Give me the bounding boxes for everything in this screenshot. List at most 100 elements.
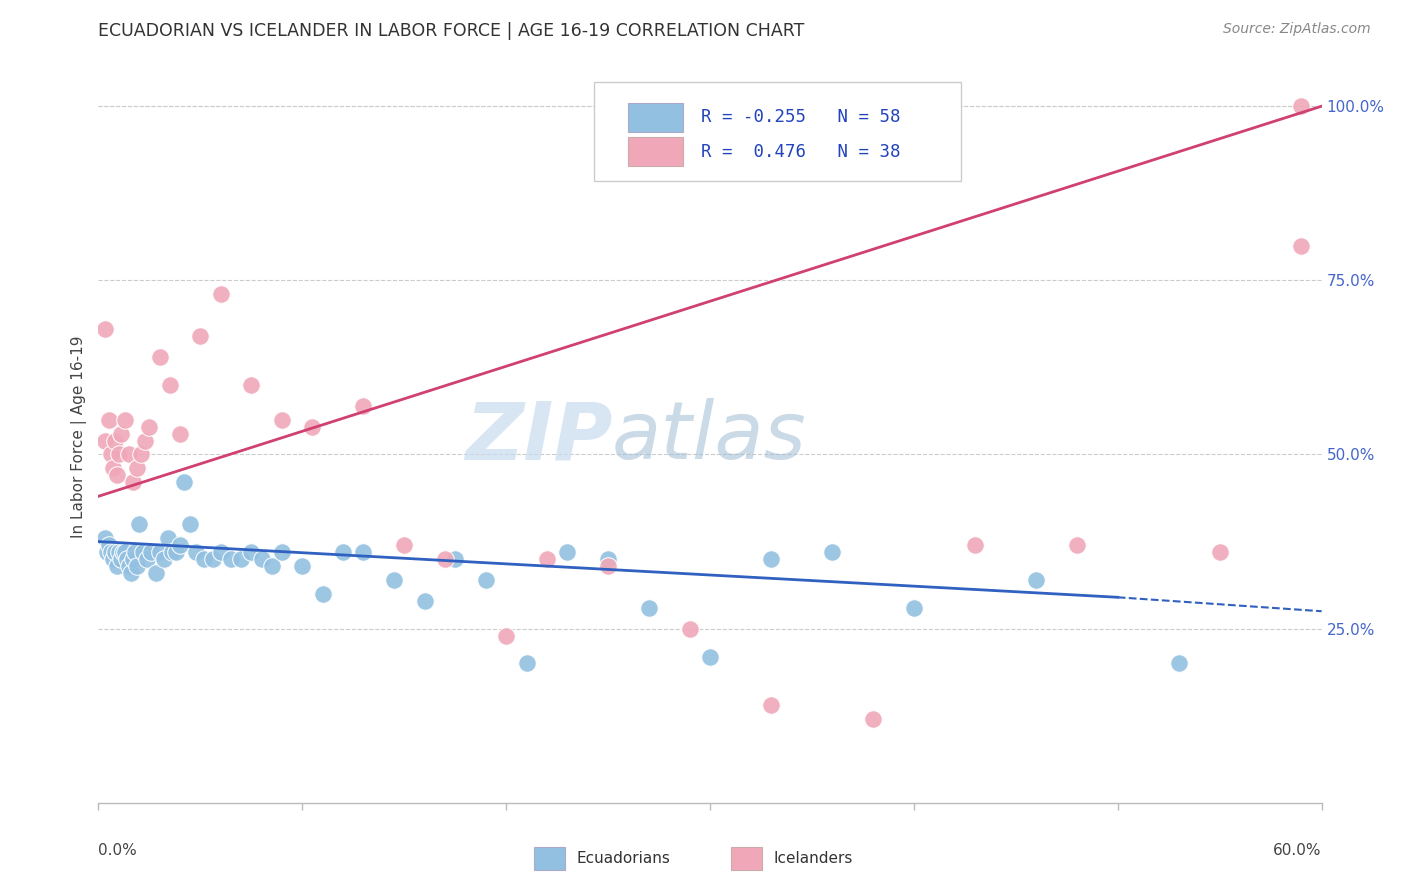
Point: [821, 545, 844, 559]
Point: [128, 517, 150, 532]
FancyBboxPatch shape: [628, 137, 683, 167]
Text: R = -0.255   N = 58: R = -0.255 N = 58: [702, 109, 901, 127]
Point: [122, 475, 145, 490]
Point: [173, 475, 195, 490]
Text: Icelanders: Icelanders: [773, 851, 852, 866]
Point: [474, 573, 498, 587]
Point: [108, 448, 131, 462]
Text: R =  0.476   N = 38: R = 0.476 N = 38: [702, 143, 901, 161]
Point: [97, 412, 120, 426]
Point: [392, 538, 416, 552]
Point: [240, 545, 263, 559]
Point: [165, 545, 187, 559]
Point: [301, 419, 323, 434]
Point: [114, 545, 136, 559]
Point: [118, 448, 141, 462]
Point: [862, 712, 884, 726]
Point: [160, 545, 183, 559]
Point: [134, 434, 156, 448]
Point: [124, 545, 146, 559]
Point: [219, 552, 242, 566]
Point: [104, 434, 127, 448]
Point: [93, 531, 115, 545]
Point: [149, 545, 172, 559]
Point: [260, 558, 283, 573]
Point: [110, 426, 132, 441]
Point: [903, 600, 925, 615]
Point: [104, 545, 127, 559]
Point: [1066, 538, 1088, 552]
Point: [193, 552, 215, 566]
Point: [598, 558, 620, 573]
Point: [413, 594, 436, 608]
Point: [186, 545, 208, 559]
Point: [100, 448, 122, 462]
Text: 60.0%: 60.0%: [1274, 843, 1322, 858]
Point: [1025, 573, 1047, 587]
Point: [115, 552, 138, 566]
Point: [557, 545, 579, 559]
Point: [1291, 99, 1313, 113]
Point: [105, 468, 128, 483]
Point: [1167, 657, 1189, 671]
Point: [110, 552, 132, 566]
Point: [201, 552, 224, 566]
Y-axis label: In Labor Force | Age 16-19: In Labor Force | Age 16-19: [72, 335, 87, 539]
Point: [679, 622, 702, 636]
FancyBboxPatch shape: [593, 82, 960, 181]
Point: [169, 426, 191, 441]
Point: [516, 657, 538, 671]
Point: [127, 558, 149, 573]
Point: [149, 350, 172, 364]
Point: [444, 552, 467, 566]
Point: [291, 558, 314, 573]
Text: Source: ZipAtlas.com: Source: ZipAtlas.com: [1223, 22, 1371, 37]
Point: [332, 545, 354, 559]
Point: [156, 531, 179, 545]
Point: [231, 552, 253, 566]
Point: [101, 552, 124, 566]
Point: [120, 566, 142, 580]
Point: [240, 377, 263, 392]
Point: [101, 461, 124, 475]
Point: [169, 538, 191, 552]
Point: [312, 587, 335, 601]
Point: [138, 419, 160, 434]
Point: [434, 552, 457, 566]
Point: [382, 573, 405, 587]
Point: [188, 329, 212, 343]
Text: ECUADORIAN VS ICELANDER IN LABOR FORCE | AGE 16-19 CORRELATION CHART: ECUADORIAN VS ICELANDER IN LABOR FORCE |…: [98, 22, 804, 40]
Point: [108, 545, 131, 559]
Text: 0.0%: 0.0%: [98, 843, 138, 858]
Point: [118, 558, 141, 573]
Point: [136, 552, 159, 566]
Point: [179, 517, 201, 532]
Point: [111, 545, 134, 559]
Point: [122, 552, 145, 566]
Point: [97, 538, 120, 552]
Point: [761, 698, 783, 713]
Point: [141, 545, 163, 559]
Point: [270, 412, 294, 426]
Point: [100, 545, 122, 559]
Point: [638, 600, 661, 615]
Point: [352, 545, 374, 559]
Point: [129, 448, 152, 462]
Point: [209, 545, 232, 559]
Point: [209, 287, 232, 301]
Point: [699, 649, 721, 664]
Point: [105, 558, 128, 573]
Text: atlas: atlas: [612, 398, 807, 476]
Point: [1291, 238, 1313, 252]
FancyBboxPatch shape: [628, 103, 683, 132]
Point: [159, 377, 181, 392]
Point: [536, 552, 558, 566]
Point: [495, 629, 517, 643]
Point: [598, 552, 620, 566]
Point: [145, 566, 167, 580]
Point: [270, 545, 294, 559]
Point: [761, 552, 783, 566]
Point: [250, 552, 273, 566]
Text: ZIP: ZIP: [465, 398, 612, 476]
Point: [965, 538, 987, 552]
